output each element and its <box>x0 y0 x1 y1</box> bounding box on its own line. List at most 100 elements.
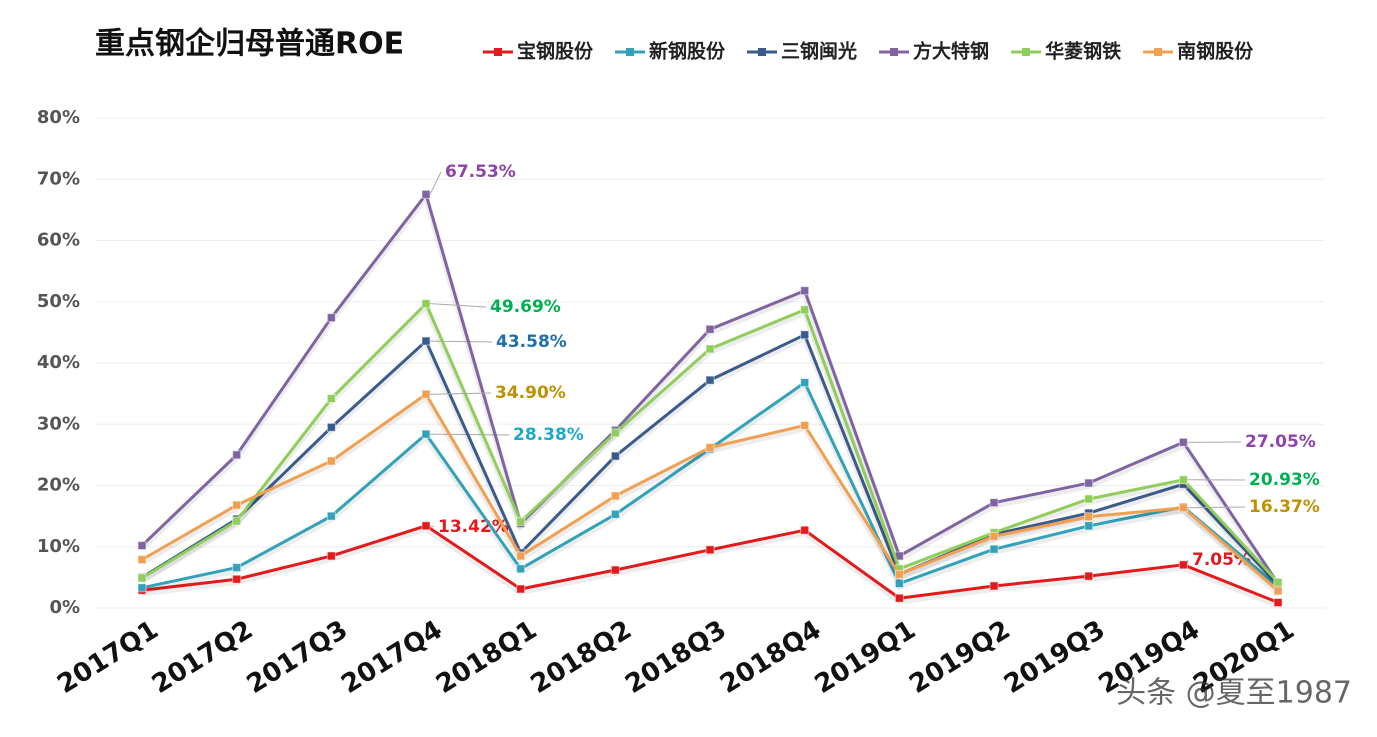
x-tick-label: 2017Q4 <box>336 615 447 700</box>
y-tick-label: 0% <box>49 597 80 618</box>
data-label: 16.37% <box>1249 497 1320 517</box>
data-point <box>1084 494 1094 504</box>
data-point <box>610 451 620 461</box>
data-point <box>137 573 147 583</box>
data-point <box>800 525 810 535</box>
data-point <box>1273 586 1283 596</box>
data-point <box>800 378 810 388</box>
data-point <box>1178 475 1188 485</box>
data-point <box>137 583 147 593</box>
legend-marker <box>494 48 502 56</box>
data-point <box>421 189 431 199</box>
data-point <box>137 555 147 565</box>
y-tick-label: 10% <box>37 536 80 557</box>
leader-line <box>429 392 492 395</box>
data-point <box>137 541 147 551</box>
legend-label: 三钢闽光 <box>781 40 857 63</box>
x-tick-label: 2019Q1 <box>810 615 921 700</box>
leader-line <box>1187 506 1246 509</box>
data-point <box>989 544 999 554</box>
data-point <box>705 375 715 385</box>
x-tick-label: 2018Q1 <box>431 615 542 700</box>
leader-line <box>430 340 493 343</box>
data-point <box>326 422 336 432</box>
data-label: 49.69% <box>490 297 561 317</box>
data-point <box>516 584 526 594</box>
leader-line <box>429 525 435 528</box>
x-tick-label: 2019Q2 <box>904 615 1015 700</box>
legend-marker <box>1022 48 1031 56</box>
data-point <box>800 305 810 315</box>
data-point <box>421 336 431 346</box>
data-point <box>421 521 431 531</box>
x-tick-label: 2017Q2 <box>147 615 258 700</box>
plot-area: 0%10%20%30%40%50%60%70%80%2017Q12017Q220… <box>37 40 1325 700</box>
data-point <box>232 574 242 584</box>
data-point <box>232 500 242 510</box>
data-label: 28.38% <box>513 425 584 445</box>
x-tick-label: 2018Q2 <box>526 615 637 700</box>
x-tick-label: 2019Q3 <box>999 615 1110 700</box>
data-point <box>516 564 526 574</box>
y-tick-label: 50% <box>37 291 80 312</box>
x-tick-label: 2017Q3 <box>242 615 353 700</box>
data-point <box>800 286 810 296</box>
legend-label: 华菱钢铁 <box>1045 40 1121 63</box>
data-point <box>1084 571 1094 581</box>
data-point <box>421 389 431 399</box>
data-point <box>800 420 810 430</box>
data-point <box>610 491 620 501</box>
legend-label: 宝钢股份 <box>517 40 594 63</box>
y-tick-label: 40% <box>37 352 80 373</box>
data-point <box>516 551 526 561</box>
leader-line <box>1186 559 1189 565</box>
legend-label: 南钢股份 <box>1177 40 1254 63</box>
data-point <box>326 313 336 323</box>
data-point <box>232 516 242 526</box>
watermark: 头条 @夏至1987 <box>1116 676 1352 711</box>
data-point <box>610 565 620 575</box>
x-tick-label: 2018Q4 <box>715 615 826 700</box>
data-point <box>989 498 999 508</box>
series-line-shadow <box>141 525 1280 609</box>
data-label: 13.42% <box>438 517 509 537</box>
data-point <box>705 324 715 334</box>
leader-line <box>429 303 487 308</box>
data-point <box>232 563 242 573</box>
data-point <box>800 330 810 340</box>
data-point <box>894 569 904 579</box>
y-tick-label: 70% <box>37 168 80 189</box>
y-tick-label: 80% <box>37 107 80 128</box>
data-point <box>232 450 242 460</box>
data-point <box>1178 437 1188 447</box>
data-label: 34.90% <box>495 383 566 403</box>
data-point <box>989 531 999 541</box>
data-point <box>705 344 715 354</box>
legend-marker <box>1154 48 1163 56</box>
legend-marker <box>626 48 635 56</box>
data-point <box>610 509 620 519</box>
data-point <box>1084 478 1094 488</box>
data-label: 20.93% <box>1249 470 1320 490</box>
legend-marker <box>890 48 899 56</box>
data-point <box>1273 577 1283 587</box>
data-label: 27.05% <box>1245 432 1316 452</box>
chart-title: 重点钢企归母普通ROE <box>95 27 404 62</box>
data-point <box>421 429 431 439</box>
x-tick-label: 2017Q1 <box>52 615 163 700</box>
legend-label: 新钢股份 <box>649 40 726 63</box>
data-point <box>421 299 431 309</box>
data-point <box>326 551 336 561</box>
data-point <box>705 443 715 453</box>
x-tick-label: 2018Q3 <box>620 615 731 700</box>
data-label: 67.53% <box>445 162 516 182</box>
data-point <box>516 517 526 527</box>
legend-marker <box>758 48 767 56</box>
data-point <box>326 394 336 404</box>
data-point <box>1178 560 1188 570</box>
data-point <box>1084 512 1094 522</box>
data-point <box>1084 521 1094 531</box>
data-point <box>326 511 336 521</box>
y-tick-label: 60% <box>37 230 80 251</box>
